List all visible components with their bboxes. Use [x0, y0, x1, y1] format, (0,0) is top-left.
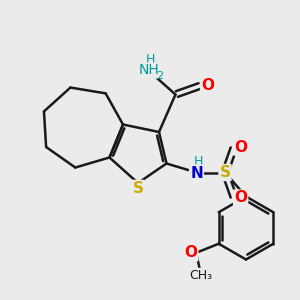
- Text: NH: NH: [138, 64, 159, 77]
- Text: O: O: [234, 190, 247, 206]
- Text: H: H: [146, 52, 156, 66]
- Text: O: O: [201, 78, 214, 93]
- Text: CH₃: CH₃: [189, 269, 212, 282]
- Text: N: N: [190, 166, 203, 181]
- Text: 2: 2: [156, 71, 164, 81]
- Text: O: O: [234, 140, 247, 154]
- Text: S: S: [133, 181, 143, 196]
- Text: H: H: [193, 154, 203, 168]
- Text: O: O: [184, 245, 197, 260]
- Text: S: S: [220, 165, 230, 180]
